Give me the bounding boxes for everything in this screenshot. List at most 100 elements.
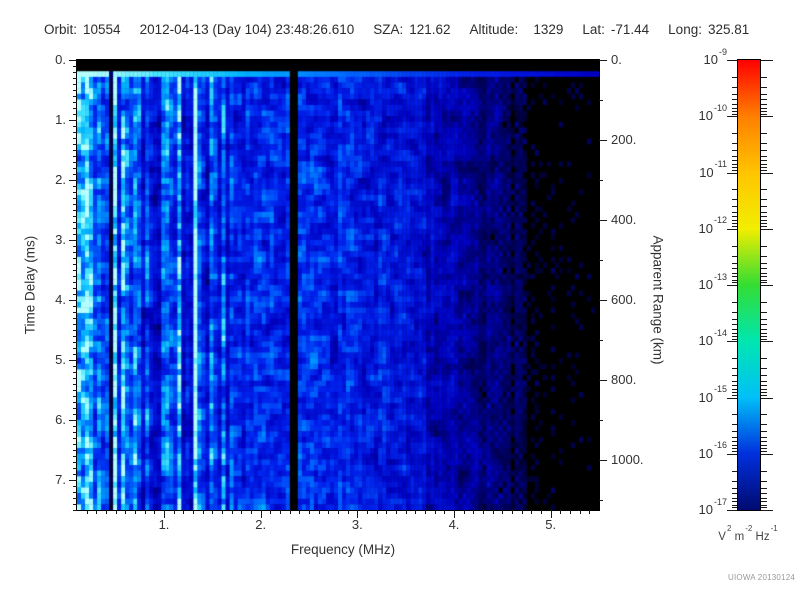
tick-label: 200.: [611, 132, 637, 147]
tick-mark: [69, 420, 77, 421]
tick-mark: [761, 220, 767, 222]
tick-mark: [73, 294, 77, 295]
tick-mark: [761, 392, 767, 394]
tick-mark: [405, 510, 407, 514]
tick-mark: [599, 180, 603, 181]
tick-mark: [732, 445, 738, 447]
tick-mark: [599, 260, 603, 261]
tick-mark: [761, 324, 767, 326]
tick-label: 600.: [611, 292, 637, 307]
spectrogram-plot: [76, 59, 600, 511]
tick-label: 400.: [611, 212, 637, 227]
tick-label: 0.: [611, 52, 622, 67]
tick-mark: [73, 144, 77, 145]
tick-mark: [732, 424, 738, 426]
tick-mark: [289, 510, 291, 514]
tick-mark: [761, 169, 767, 171]
credit-text: UIOWA 20130124: [728, 573, 795, 582]
tick-mark: [144, 510, 146, 514]
tick-mark: [761, 358, 767, 360]
tick-mark: [732, 262, 738, 264]
tick-label: 6.: [55, 412, 66, 427]
tick-mark: [193, 510, 194, 514]
tick-mark: [73, 174, 77, 175]
tick-mark: [73, 270, 77, 271]
tick-mark: [732, 133, 738, 135]
tick-mark: [579, 510, 581, 514]
tick-mark: [531, 510, 533, 514]
tick-label: 800.: [611, 372, 637, 387]
tick-mark: [280, 510, 281, 514]
tick-mark: [761, 318, 767, 320]
tick-mark: [73, 114, 77, 115]
tick-mark: [761, 226, 767, 228]
tick-mark: [202, 510, 204, 514]
y-axis-label-right: Apparent Range (km): [650, 235, 666, 365]
tick-mark: [727, 510, 738, 511]
tick-mark: [512, 510, 513, 514]
tick-mark: [732, 272, 738, 274]
tick-mark: [761, 99, 767, 101]
tick-mark: [761, 338, 767, 340]
tick-mark: [73, 498, 77, 499]
tick-mark: [761, 501, 767, 503]
tick-mark: [761, 470, 767, 472]
tick-mark: [222, 510, 223, 514]
tick-mark: [444, 510, 446, 514]
tick-mark: [732, 216, 738, 218]
tick-mark: [727, 453, 738, 455]
tick-mark: [732, 448, 738, 450]
tick-mark: [386, 510, 388, 514]
colorbar-tick-label: 10-13: [698, 271, 727, 292]
tick-mark: [73, 126, 77, 127]
tick-mark: [106, 510, 107, 514]
tick-mark: [73, 108, 77, 109]
tick-mark: [73, 348, 77, 349]
tick-mark: [69, 240, 77, 241]
tick-mark: [599, 220, 607, 221]
tick-mark: [761, 368, 767, 370]
tick-mark: [732, 282, 738, 284]
tick-mark: [732, 211, 738, 213]
tick-mark: [732, 332, 738, 334]
tick-mark: [599, 340, 603, 341]
tick-mark: [761, 282, 767, 284]
tick-mark: [732, 480, 738, 482]
tick-mark: [761, 143, 767, 145]
tick-mark: [589, 510, 591, 514]
tick-mark: [761, 301, 767, 303]
tick-mark: [599, 420, 603, 421]
tick-mark: [761, 311, 767, 313]
tick-mark: [73, 78, 77, 79]
tick-mark: [73, 330, 77, 331]
tick-mark: [732, 86, 738, 88]
header-orbit: Orbit: 10554: [44, 22, 121, 37]
tick-mark: [732, 189, 738, 191]
tick-mark: [761, 189, 767, 191]
tick-mark: [434, 510, 436, 514]
orbit-label: Orbit:: [44, 22, 78, 37]
sza-label: SZA:: [373, 22, 404, 37]
tick-mark: [761, 285, 773, 286]
tick-mark: [73, 192, 77, 193]
tick-mark: [761, 451, 767, 453]
tick-mark: [73, 450, 77, 451]
tick-mark: [732, 375, 738, 377]
tick-mark: [96, 510, 98, 514]
tick-mark: [73, 492, 77, 493]
tick-mark: [761, 394, 767, 396]
tick-mark: [732, 276, 738, 278]
tick-mark: [73, 468, 77, 469]
tick-mark: [732, 99, 738, 101]
tick-mark: [761, 453, 773, 455]
tick-mark: [73, 426, 77, 427]
header-sza: SZA: 121.62: [373, 22, 450, 37]
colorbar-tick-label: 10-10: [698, 102, 727, 124]
tick-mark: [761, 76, 767, 78]
tick-mark: [732, 441, 738, 443]
tick-mark: [73, 66, 77, 67]
tick-mark: [761, 504, 767, 506]
tick-mark: [732, 163, 738, 165]
tick-mark: [761, 445, 767, 447]
header-altitude: Altitude: 1329: [470, 22, 564, 37]
